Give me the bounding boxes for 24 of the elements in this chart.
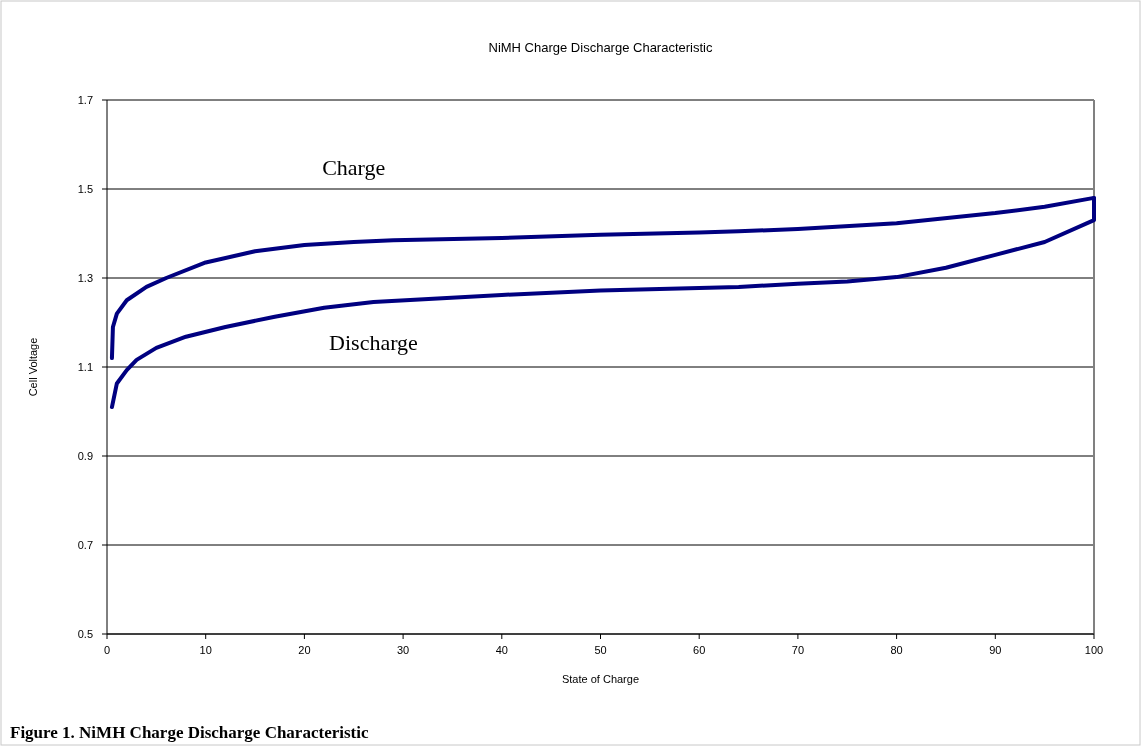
y-tick-label: 0.7	[77, 538, 93, 551]
y-tick-label: 1.5	[77, 182, 93, 195]
y-tick-label: 1.7	[77, 93, 93, 106]
chart-title: NiMH Charge Discharge Characteristic	[488, 40, 713, 55]
x-tick-label: 10	[199, 644, 212, 656]
series-label: Discharge	[329, 329, 418, 355]
x-tick-label: 90	[989, 644, 1002, 656]
y-tick-label: 0.9	[77, 449, 93, 462]
text: Charge	[322, 154, 386, 180]
x-tick-label: 30	[396, 644, 410, 656]
y-tick-label: 0.5	[77, 627, 93, 640]
x-tick-label: 50	[594, 644, 607, 656]
x-tick-label: 80	[890, 644, 903, 656]
y-tick-label: 1.1	[77, 360, 93, 373]
x-axis-title: State of Charge	[561, 673, 640, 685]
x-tick-label: 20	[298, 644, 311, 656]
x-tick-label: 40	[495, 644, 508, 656]
caption: Figure 1. NiMH Charge Discharge Characteristic	[10, 723, 369, 742]
y-axis-title: Cell Voltage	[27, 337, 39, 397]
x-tick-label: 70	[791, 644, 805, 656]
x-tick-label: 60	[693, 644, 706, 656]
x-tick-label: 100	[1084, 644, 1104, 656]
y-tick-label: 1.3	[77, 271, 93, 284]
x-tick-label: 0	[103, 644, 111, 656]
